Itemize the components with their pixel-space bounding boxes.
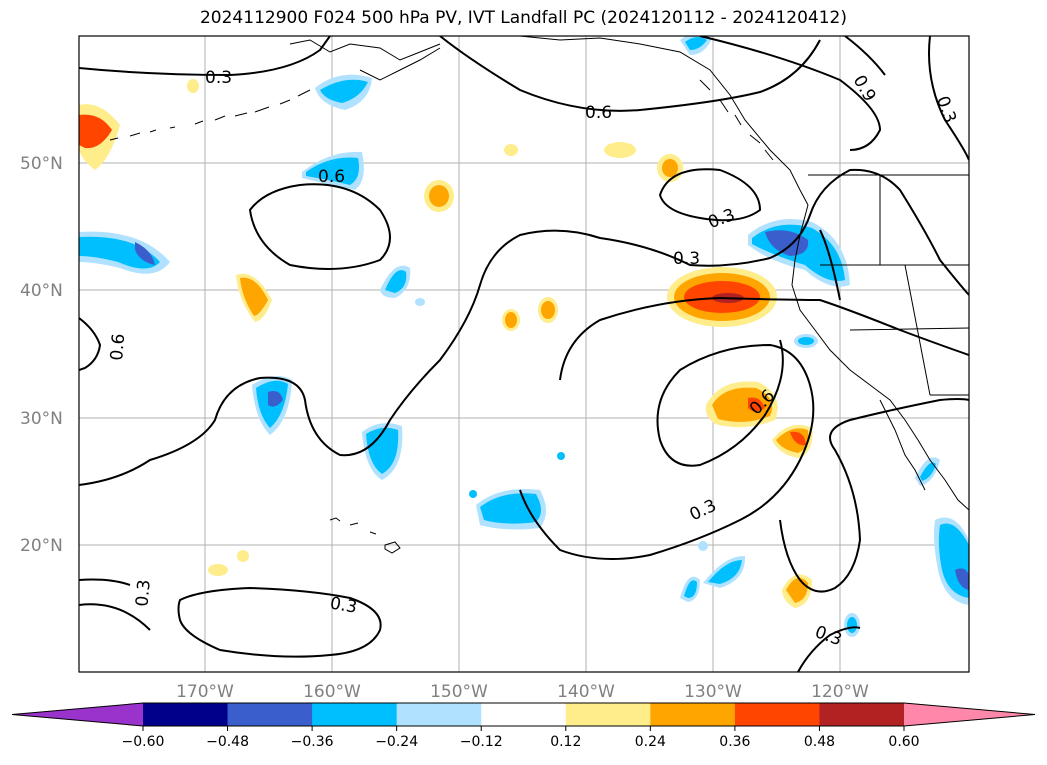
colorbar-segment [734,703,820,726]
colorbar-tick-label: 0.24 [635,734,666,750]
contour-label: 0.6 [107,333,129,362]
lat-label: 40°N [20,281,63,301]
contour-label: 0.6 [585,103,612,123]
contour-label: 0.3 [328,593,358,617]
plot-frame [78,35,970,673]
colorbar-extend-min [12,703,143,726]
colorbar-tick-label: 0.12 [550,734,581,750]
colorbar-segment [819,703,905,726]
colorbar: −0.60 −0.48 −0.36 −0.24 −0.12 0.12 0.24 0.36 0.4… [11,702,1036,750]
lat-label: 50°N [20,154,63,174]
colorbar-tick-label: −0.60 [122,734,165,750]
lon-label: 150°W [430,682,488,702]
lat-label: 20°N [20,536,63,556]
lon-label: 140°W [557,682,615,702]
lat-label: 30°N [20,409,63,429]
colorbar-segment [650,703,736,726]
colorbar-tick-label: −0.12 [460,734,503,750]
contour-label: 0.3 [205,68,232,88]
colorbar-extend-max [904,703,1035,726]
colorbar-segment [396,703,482,726]
colorbar-tick-label: −0.48 [206,734,249,750]
colorbar-tick-label: −0.36 [291,734,334,750]
colorbar-segment [565,703,651,726]
lon-labels: 170°W 160°W 150°W 140°W 130°W 120°W [176,682,869,702]
lon-label: 170°W [176,682,234,702]
colorbar-tick-label: −0.24 [375,734,418,750]
contour-label: 0.3 [132,579,154,608]
colorbar-segment [143,703,229,726]
colorbar-tick-label: 0.60 [888,734,919,750]
pv-contours [79,36,969,672]
contour-label: 0.3 [673,249,700,269]
contour-label: 0.6 [318,167,345,187]
coastlines [109,36,969,554]
lat-labels: 50°N 40°N 30°N 20°N [20,154,63,556]
colorbar-tick-label: 0.36 [719,734,750,750]
colorbar-segment [481,703,567,726]
lon-label: 130°W [684,682,742,702]
filled-anomalies [79,36,969,637]
lon-label: 160°W [303,682,361,702]
lon-label: 120°W [811,682,869,702]
map-title: 2024112900 F024 500 hPa PV, IVT Landfall… [199,8,847,28]
colorbar-segment [227,703,313,726]
colorbar-segment [312,703,398,726]
plot-area [79,36,969,672]
colorbar-tick-label: 0.48 [804,734,835,750]
